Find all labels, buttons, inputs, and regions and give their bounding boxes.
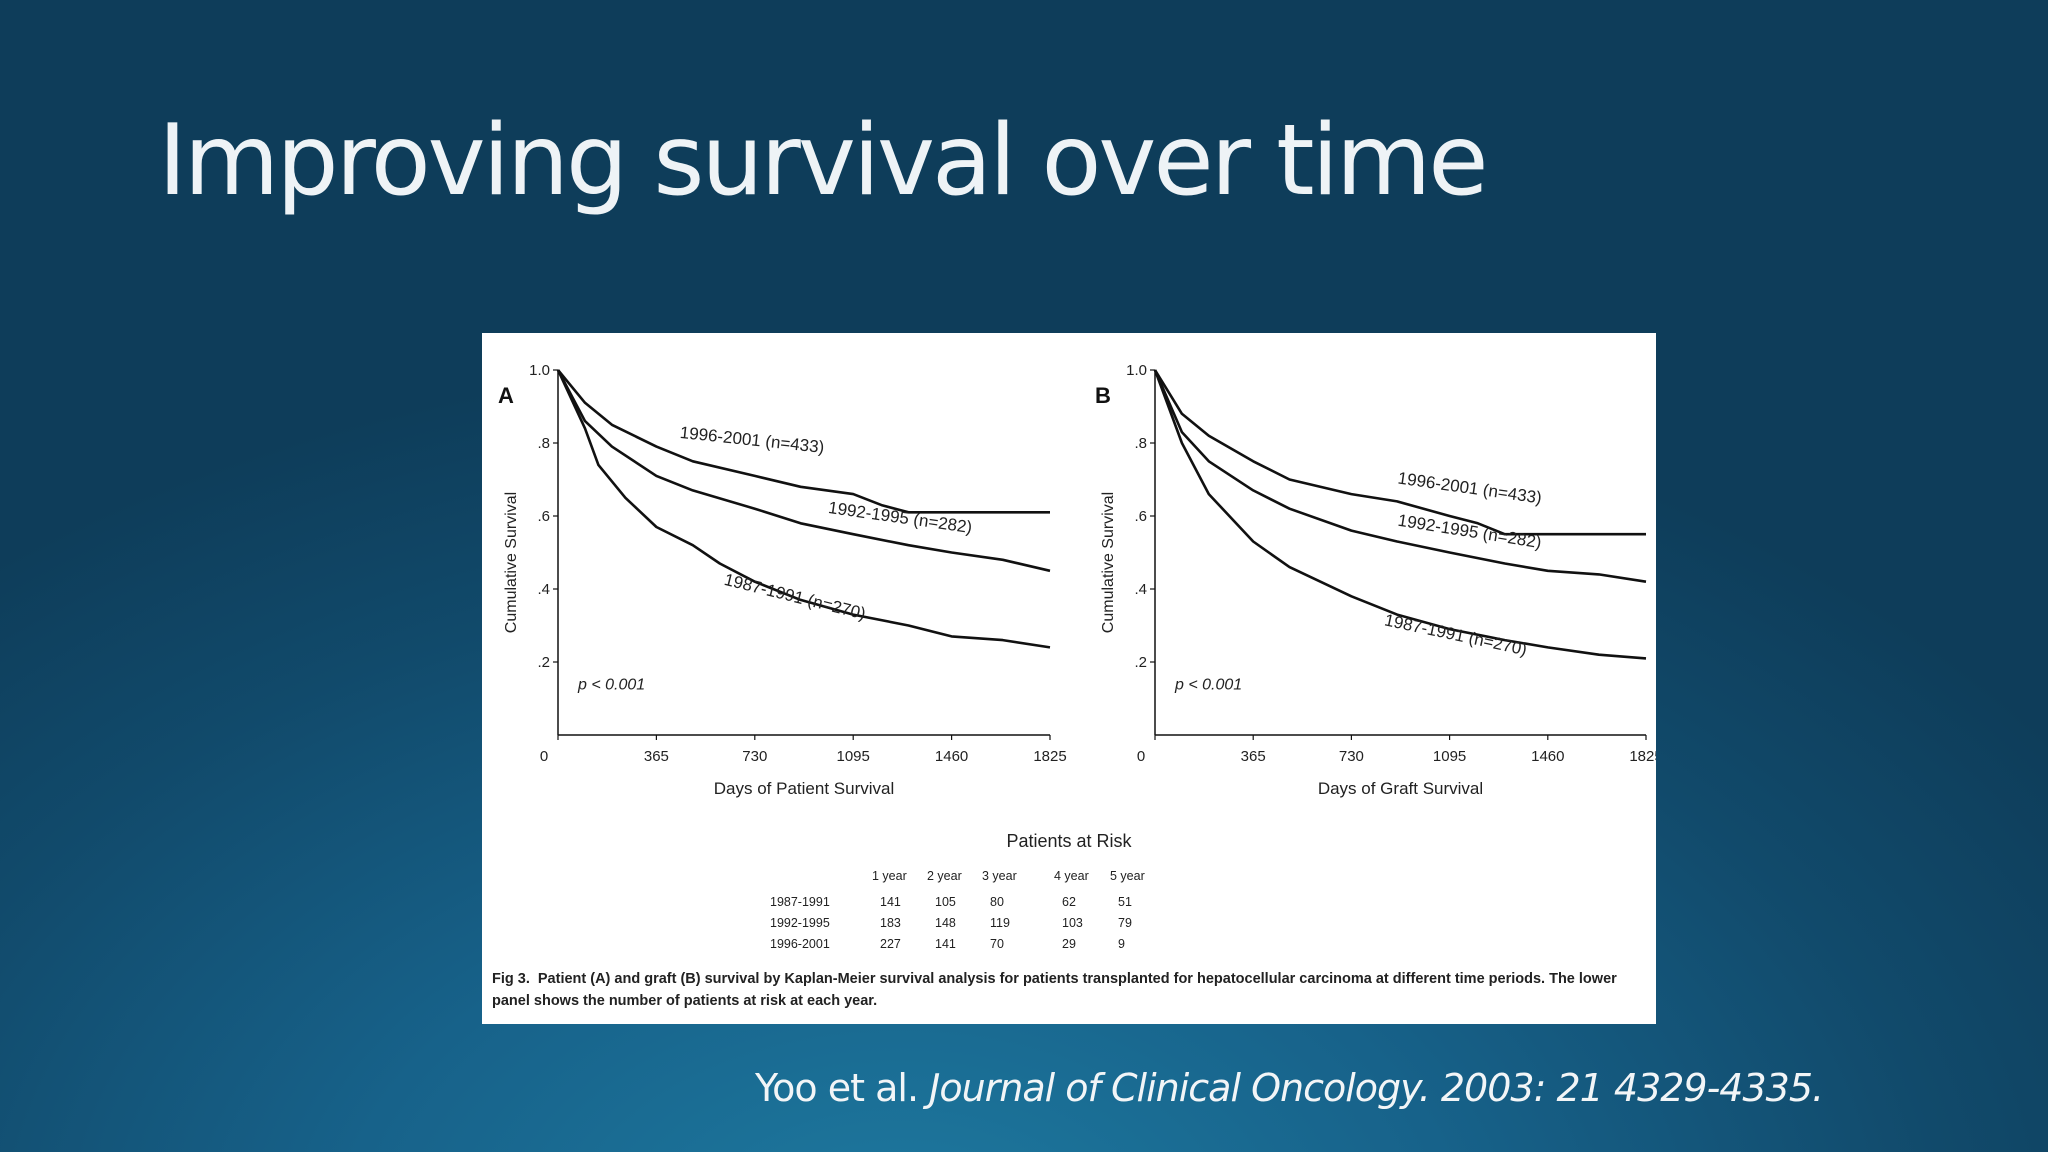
panel-a-y-tick-label: 1.0 xyxy=(529,362,550,379)
risk-cell: 119 xyxy=(990,916,1010,930)
risk-table-title: Patients at Risk xyxy=(1006,831,1132,851)
risk-row-label: 1992-1995 xyxy=(770,916,830,930)
panel-b-x-tick-label: 1460 xyxy=(1531,748,1564,765)
risk-cell: 105 xyxy=(935,895,956,909)
survival-charts: .2 .4 .6 .8 1.0 0 365 730 1095 1460 1825 Days of Pa… xyxy=(498,362,1656,798)
caption-label: Fig 3. xyxy=(492,971,530,987)
risk-cell: 141 xyxy=(880,895,901,909)
panel-b-series-line-3 xyxy=(1153,369,1647,660)
panel-a-series-line-3 xyxy=(556,369,1051,649)
panel-b-y-tick-label: .4 xyxy=(1134,581,1147,598)
citation-journal: Journal of Clinical Oncology. 2003: 21 4… xyxy=(929,1066,1824,1110)
risk-cell: 9 xyxy=(1118,937,1125,951)
panel-a-series-line-2 xyxy=(556,369,1051,573)
risk-column-header: 3 year xyxy=(982,869,1017,883)
risk-column-header: 1 year xyxy=(872,869,907,883)
panel-a-x-axis-label: Days of Patient Survival xyxy=(714,779,894,798)
panel-b-x-tick-label: 730 xyxy=(1339,748,1364,765)
risk-cell: 51 xyxy=(1118,895,1132,909)
risk-cell: 79 xyxy=(1118,916,1132,930)
risk-cell: 62 xyxy=(1062,895,1076,909)
panel-b-x-tick-label: 1095 xyxy=(1433,748,1466,765)
panel-b-series-line-2 xyxy=(1153,369,1647,583)
risk-column-header: 4 year xyxy=(1054,869,1089,883)
panel-b-y-tick-label: .8 xyxy=(1134,435,1147,452)
panel-b-x-tick-label: 0 xyxy=(1137,748,1145,765)
panel-b-y-tick-label: .2 xyxy=(1134,654,1147,671)
panel-a-series-line-1 xyxy=(556,369,1050,514)
panel-b-x-axis-label: Days of Graft Survival xyxy=(1318,779,1483,798)
panel-a-x-tick-label: 1095 xyxy=(837,748,870,765)
panel-a-y-axis-label: Cumulative Survival xyxy=(503,492,520,633)
panel-a-p-value: p < 0.001 xyxy=(577,676,645,693)
panel-b-series-label-3: 1987-1991 (n=270) xyxy=(1383,611,1529,660)
panel-a-x-tick-label: 0 xyxy=(540,748,548,765)
risk-row-label: 1996-2001 xyxy=(770,937,830,951)
figure-caption: Fig 3. Patient (A) and graft (B) survival… xyxy=(492,968,1652,1012)
risk-cell: 148 xyxy=(935,916,956,930)
risk-cell: 183 xyxy=(880,916,901,930)
risk-cell: 29 xyxy=(1062,937,1076,951)
panel-a-x-tick-label: 1825 xyxy=(1033,748,1066,765)
panel-b-p-value: p < 0.001 xyxy=(1174,676,1242,693)
panel-b-x-tick-label: 365 xyxy=(1241,748,1266,765)
panel-a-x-tick-label: 1460 xyxy=(935,748,968,765)
panel-b-x-tick-label: 1825 xyxy=(1629,748,1656,765)
risk-column-header: 2 year xyxy=(927,869,962,883)
panel-a-x-tick-label: 730 xyxy=(742,748,767,765)
panel-a-x-tick-label: 365 xyxy=(644,748,669,765)
caption-text: Patient (A) and graft (B) survival by Ka… xyxy=(492,971,1617,1009)
panel-a-series-label-3: 1987-1991 (n=270) xyxy=(722,570,867,624)
panel-b-series-line-1 xyxy=(1153,369,1646,536)
risk-cell: 227 xyxy=(880,937,901,951)
risk-cell: 141 xyxy=(935,937,956,951)
citation-author: Yoo et al. xyxy=(755,1066,919,1110)
risk-cell: 80 xyxy=(990,895,1004,909)
risk-column-header: 5 year xyxy=(1110,869,1145,883)
panel-a-series-label-2: 1992-1995 (n=282) xyxy=(827,498,973,537)
panel-a-y-tick-label: .4 xyxy=(537,581,550,598)
figure-panel: .2 .4 .6 .8 1.0 0 365 730 1095 1460 1825 Days of Pa… xyxy=(482,333,1656,1024)
panel-b-label: B xyxy=(1095,383,1111,408)
risk-cell: 70 xyxy=(990,937,1004,951)
panel-a-y-tick-label: .6 xyxy=(537,508,550,525)
citation: Yoo et al. Journal of Clinical Oncology.… xyxy=(755,1066,1824,1110)
risk-cell: 103 xyxy=(1062,916,1083,930)
panel-b-y-tick-label: .6 xyxy=(1134,508,1147,525)
panel-a-y-tick-label: .8 xyxy=(537,435,550,452)
panel-a-label: A xyxy=(498,383,514,408)
panel-b-series-label-1: 1996-2001 (n=433) xyxy=(1397,469,1543,508)
risk-row-label: 1987-1991 xyxy=(770,895,830,909)
panel-b-y-tick-label: 1.0 xyxy=(1126,362,1147,379)
panel-a-y-tick-label: .2 xyxy=(537,654,550,671)
slide-title: Improving survival over time xyxy=(158,104,1489,218)
panel-b-y-axis-label: Cumulative Survival xyxy=(1100,492,1117,633)
panel-a-series-label-1: 1996-2001 (n=433) xyxy=(679,423,825,457)
